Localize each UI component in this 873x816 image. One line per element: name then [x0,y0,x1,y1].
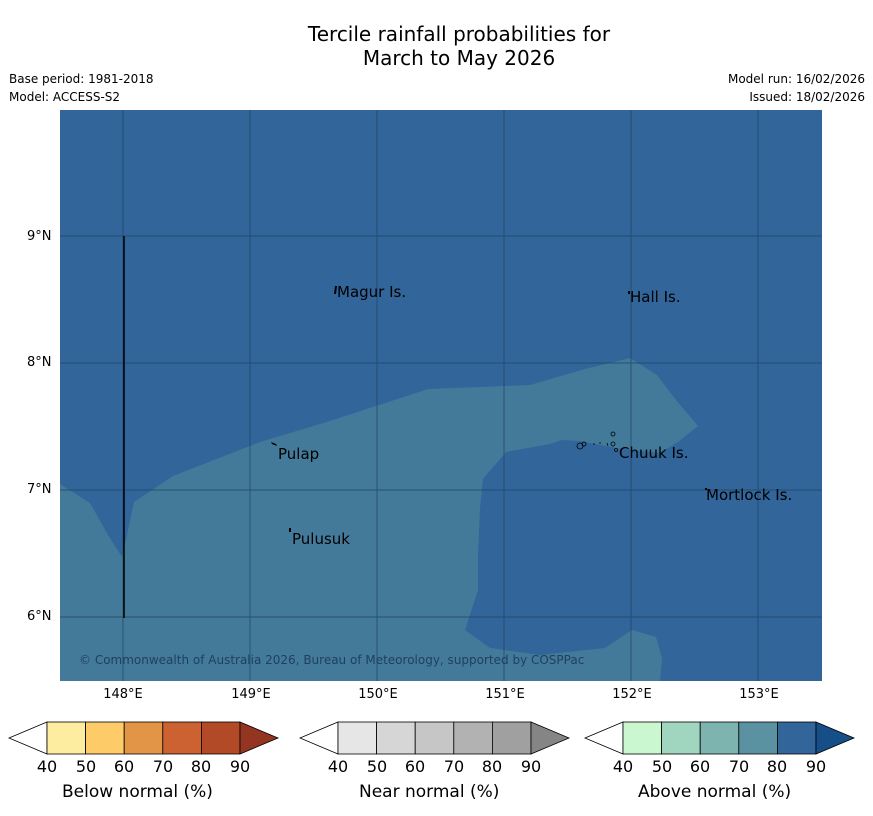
lat-label-8n: 8°N [27,355,52,370]
copyright-notice: © Commonwealth of Australia 2026, Bureau… [79,653,585,667]
legend-title-near: Near normal (%) [359,782,500,802]
colorbar-segment [622,721,662,755]
colorbar-segment [491,721,532,755]
title-line-1: Tercile rainfall probabilities for [307,22,611,46]
lon-label-151e: 151°E [485,687,525,702]
tick-label: 50 [366,757,388,776]
pulap-island-mark [271,442,277,446]
meta-right: Model run: 16/02/2026 Issued: 18/02/2026 [728,70,865,106]
tick-label: 90 [805,757,827,776]
colorbar-under-triangle [8,721,48,755]
place-pulusuk: Pulusuk [292,530,350,548]
tick-label: 40 [327,757,349,776]
colorbar-segment [661,721,701,755]
colorbar-above-normal [584,721,856,755]
model-name: Model: ACCESS-S2 [9,90,121,104]
tick-label: 70 [152,757,174,776]
place-hall: Hall Is. [630,288,681,306]
tick-label: 50 [75,757,97,776]
tick-label: 90 [520,757,542,776]
model-run: Model run: 16/02/2026 [727,72,865,86]
tick-label: 80 [481,757,503,776]
colorbar-under-triangle [584,721,624,755]
colorbar-below-normal [8,721,280,755]
tick-label: 80 [766,757,788,776]
colorbar-segment [699,721,740,755]
tick-label: 80 [190,757,212,776]
tick-label: 70 [728,757,750,776]
pulusuk-island-mark [289,528,291,532]
colorbar-segment [414,721,455,755]
colorbar-segment [123,721,164,755]
legend-title-above: Above normal (%) [638,782,792,802]
place-mortlock: Mortlock Is. [706,486,793,504]
colorbar-segment [46,721,86,755]
colorbar-segment [337,721,377,755]
colorbar-segment [200,721,241,755]
colorbar-under-triangle [299,721,339,755]
tick-label: 50 [651,757,673,776]
issued-date: Issued: 18/02/2026 [749,90,865,104]
place-pulap: Pulap [278,445,320,463]
colorbar-segment [85,721,125,755]
colorbar-near-normal [299,721,571,755]
graticule [60,110,822,681]
legend-title-below: Below normal (%) [62,782,213,802]
colorbar-over-triangle [815,721,856,755]
colorbar-segment [453,721,493,755]
lon-label-153e: 153°E [739,687,779,702]
above-70-region [60,358,698,681]
lat-label-9n: 9°N [27,229,52,244]
lon-label-149e: 149°E [231,687,271,702]
colorbar-segment [376,721,416,755]
colorbar-segment [776,721,817,755]
mortlock-island-mark [705,488,707,490]
map-graphic [60,110,822,681]
meta-left: Base period: 1981-2018 Model: ACCESS-S2 [9,70,154,106]
lon-label-152e: 152°E [612,687,652,702]
lon-label-148e: 148°E [103,687,143,702]
map-area[interactable]: Magur Is. Hall Is. Pulap Chuuk Is. Mortl… [60,110,822,681]
lat-label-7n: 7°N [27,482,52,497]
title-line-2: March to May 2026 [362,46,556,70]
lon-label-150e: 150°E [358,687,398,702]
base-period: Base period: 1981-2018 [9,72,154,86]
tick-label: 60 [689,757,711,776]
lat-label-6n: 6°N [27,609,52,624]
place-magur: Magur Is. [337,283,407,301]
colorbar-segment [162,721,202,755]
tick-label: 70 [443,757,465,776]
colorbar-over-triangle [530,721,571,755]
hall-island-mark [628,291,630,294]
tick-label: 40 [612,757,634,776]
colorbar-segment [738,721,778,755]
place-chuuk: Chuuk Is. [619,444,689,462]
tick-label: 40 [36,757,58,776]
tick-label: 90 [229,757,251,776]
magur-island-mark [334,286,337,294]
map-title: Tercile rainfall probabilities for March… [0,22,873,70]
tick-label: 60 [404,757,426,776]
chuuk-atoll-mark [576,431,618,452]
islands [271,286,707,532]
tick-label: 60 [113,757,135,776]
colorbar-over-triangle [239,721,280,755]
